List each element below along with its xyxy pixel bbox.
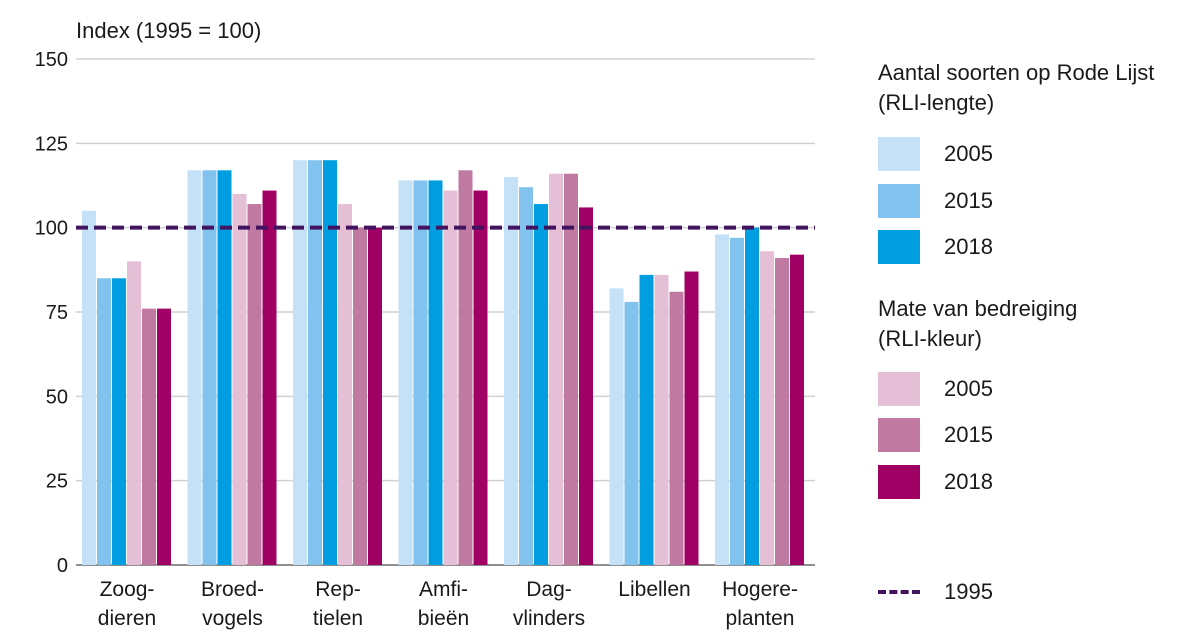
bar xyxy=(443,190,458,565)
bar xyxy=(398,180,413,565)
bar xyxy=(97,278,111,565)
y-tick-label: 125 xyxy=(35,133,68,155)
bar xyxy=(142,308,156,565)
bar xyxy=(473,190,488,565)
bar xyxy=(669,291,684,565)
y-tick-label: 0 xyxy=(57,555,68,577)
y-tick-label: 100 xyxy=(35,218,68,240)
legend-label: 2015 xyxy=(944,422,993,447)
bar-chart: Index (1995 = 100) 0 25 50 75 100 125 150 Zoog… xyxy=(35,18,815,630)
bar xyxy=(504,177,518,566)
legend-label: 2015 xyxy=(944,188,993,213)
bar xyxy=(775,258,789,565)
bar xyxy=(730,237,744,565)
x-tick-label: dieren xyxy=(98,607,156,630)
legend-swatch xyxy=(878,465,920,499)
x-tick-label: Broed- xyxy=(201,578,264,601)
legend-label: 2005 xyxy=(944,141,993,166)
y-tick-label: 25 xyxy=(46,471,68,493)
bar xyxy=(639,274,654,565)
x-tick-label: Dag- xyxy=(526,578,572,601)
bar xyxy=(579,207,593,565)
legend-group-title-line: (RLI-lengte) xyxy=(878,90,995,115)
bar xyxy=(293,160,307,565)
legend-dash-swatch xyxy=(878,590,920,594)
x-axis-labels: Zoog-dieren Broed-vogels Rep-tielen Amfi-bi… xyxy=(98,578,798,630)
legend-group-title-line: Mate van bedreiging xyxy=(878,296,1078,321)
x-tick-label: vogels xyxy=(202,607,263,630)
legend-group-rli-color-title: Mate van bedreiging (RLI-kleur) xyxy=(878,294,1077,354)
legend-swatch xyxy=(878,372,920,406)
bar xyxy=(609,288,624,565)
bar xyxy=(368,227,382,565)
x-tick-label: Libellen xyxy=(618,578,690,601)
legend-label: 2018 xyxy=(944,234,993,259)
bar xyxy=(413,180,428,565)
y-axis-ticks: 0 25 50 75 100 125 150 xyxy=(35,49,68,577)
legend-label: 1995 xyxy=(944,579,993,604)
legend-group-rli-length-title: Aantal soorten op Rode Lijst (RLI-lengte… xyxy=(878,58,1154,118)
bar xyxy=(247,204,262,565)
x-tick-label: bieën xyxy=(418,607,469,630)
legend-swatch xyxy=(878,230,920,264)
bar xyxy=(745,227,759,565)
y-tick-label: 150 xyxy=(35,49,68,71)
legend-group-title-line: (RLI-kleur) xyxy=(878,326,982,351)
x-tick-label: planten xyxy=(726,607,795,630)
legend-swatch xyxy=(878,137,920,171)
x-tick-label: Hogere- xyxy=(722,578,798,601)
bar xyxy=(262,190,277,565)
legend-label: 2018 xyxy=(944,469,993,494)
bar xyxy=(82,210,96,566)
bar xyxy=(715,234,729,565)
legend: Aantal soorten op Rode Lijst (RLI-lengte… xyxy=(878,0,1188,632)
bar xyxy=(217,170,232,565)
x-tick-label: Rep- xyxy=(315,578,361,601)
bar xyxy=(308,160,322,565)
bar xyxy=(790,254,804,566)
legend-group-title-line: Aantal soorten op Rode Lijst xyxy=(878,60,1155,85)
bar xyxy=(353,227,367,565)
y-tick-label: 75 xyxy=(46,302,68,324)
bar xyxy=(519,187,533,566)
bar xyxy=(549,173,563,565)
x-tick-label: Amfi- xyxy=(419,578,468,601)
bar xyxy=(202,170,217,565)
legend-swatch xyxy=(878,184,920,218)
bar xyxy=(112,278,126,565)
bar xyxy=(323,160,337,565)
legend-label: 2005 xyxy=(944,376,993,401)
x-tick-label: Zoog- xyxy=(100,578,155,601)
y-tick-label: 50 xyxy=(46,386,68,408)
bar xyxy=(654,274,669,565)
bar xyxy=(684,271,699,565)
bar xyxy=(624,301,639,565)
bar xyxy=(534,204,548,565)
bar xyxy=(232,193,247,565)
bar xyxy=(564,173,578,565)
x-tick-label: vlinders xyxy=(513,607,585,630)
bar xyxy=(338,204,352,565)
x-tick-label: tielen xyxy=(313,607,363,630)
bar xyxy=(157,308,171,565)
y-axis-label: Index (1995 = 100) xyxy=(76,18,261,43)
bar xyxy=(127,261,141,565)
bar xyxy=(187,170,202,565)
legend-swatch xyxy=(878,418,920,452)
bar xyxy=(428,180,443,565)
bar xyxy=(760,251,774,565)
bars xyxy=(82,160,804,566)
bar xyxy=(458,170,473,565)
